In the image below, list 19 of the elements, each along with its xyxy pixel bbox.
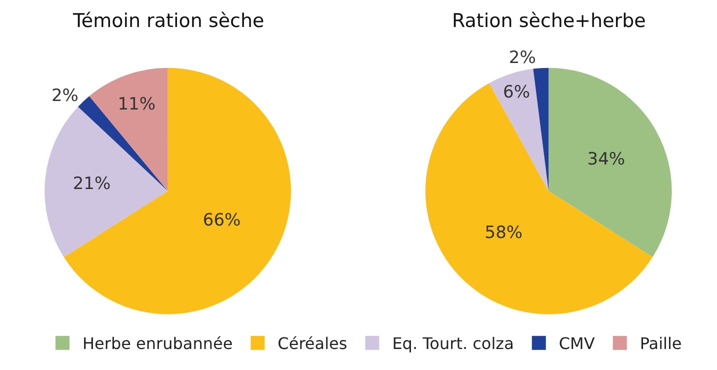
legend-label: Céréales	[278, 334, 348, 354]
data-label: 58%	[484, 223, 523, 244]
chart-title: Témoin ration sèche	[72, 10, 264, 32]
data-label: 34%	[587, 149, 626, 170]
data-label: 66%	[202, 210, 241, 231]
chart-title: Ration sèche+herbe	[452, 10, 646, 32]
pie-slice	[489, 68, 549, 192]
legend-label: Paille	[640, 334, 682, 354]
pie-slice	[548, 68, 672, 258]
pie-slice	[533, 68, 549, 192]
data-label: 2%	[508, 48, 536, 68]
pie-slice	[426, 83, 653, 314]
data-label: 6%	[503, 82, 530, 102]
legend-label: Herbe enrubannée	[82, 334, 233, 354]
data-label: 11%	[118, 94, 156, 114]
legend-label: Eq. Tourt. colza	[392, 334, 514, 354]
data-label: 21%	[72, 174, 111, 194]
data-label: 2%	[51, 86, 78, 106]
legend-label: CMV	[558, 334, 595, 354]
